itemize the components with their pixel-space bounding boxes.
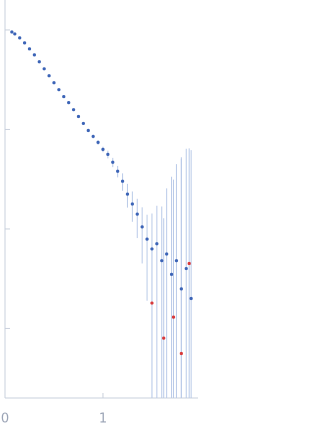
data-point [18, 36, 22, 40]
data-point [111, 160, 115, 164]
data-point [106, 152, 110, 156]
data-point [179, 351, 183, 356]
data-point [150, 301, 154, 305]
data-point [130, 202, 134, 206]
data-point [86, 128, 90, 133]
data-point [155, 242, 159, 246]
data-point [160, 259, 164, 263]
data-point [62, 94, 66, 99]
data-point [27, 47, 32, 51]
data-point [165, 252, 169, 256]
data-point [189, 296, 193, 301]
data-point [101, 147, 105, 151]
data-point [10, 30, 14, 34]
data-point [67, 101, 71, 105]
data-point [37, 60, 41, 64]
data-point [169, 272, 174, 276]
data-point [81, 121, 85, 126]
data-point [140, 225, 144, 229]
data-point [47, 74, 51, 78]
data-point [42, 67, 46, 71]
data-point [52, 81, 56, 85]
data-point [116, 169, 120, 173]
data-point [120, 179, 125, 183]
data-point [96, 140, 100, 145]
data-point [179, 287, 183, 291]
data-point [171, 315, 176, 319]
data-point [22, 41, 27, 45]
data-point [91, 134, 95, 139]
data-point [145, 237, 149, 241]
data-point [150, 247, 154, 251]
data-point [32, 53, 36, 57]
data-point [125, 192, 130, 196]
data-point [57, 88, 61, 92]
data-point [184, 266, 188, 271]
data-point [76, 114, 81, 119]
data-point [13, 32, 17, 36]
data-point [71, 108, 76, 112]
data-point [187, 261, 191, 266]
data-point [162, 336, 166, 340]
x-tick-label: 1 [99, 412, 107, 427]
data-point [135, 212, 139, 216]
data-point [174, 259, 179, 263]
x-tick-label: 0 [1, 412, 9, 427]
